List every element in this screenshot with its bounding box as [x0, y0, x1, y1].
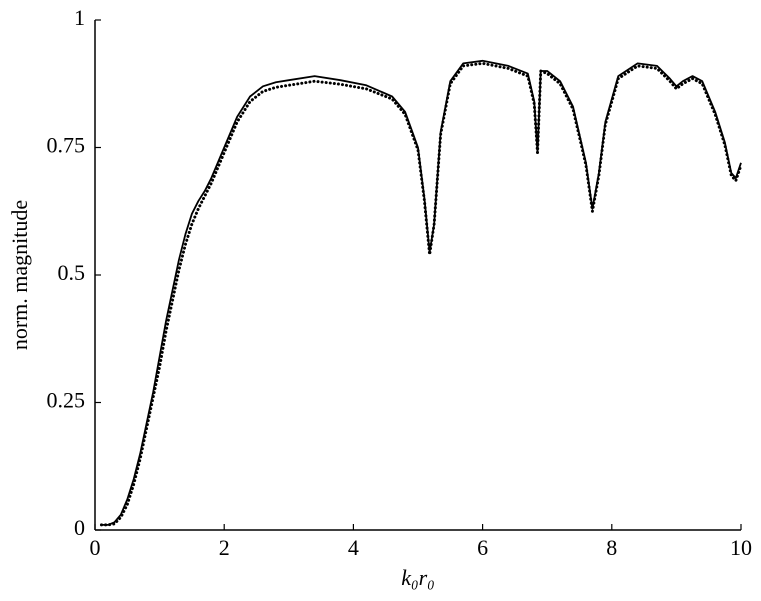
x-tick-label: 0 [90, 535, 101, 560]
x-tick-label: 10 [730, 535, 752, 560]
data-line [101, 59, 742, 526]
y-tick-label: 1 [74, 5, 85, 30]
y-axis-label: norm. magnitude [7, 200, 32, 350]
x-tick-label: 2 [219, 535, 230, 560]
y-tick-label: 0.5 [58, 260, 86, 285]
x-tick-label: 8 [606, 535, 617, 560]
y-tick-label: 0.75 [47, 133, 86, 158]
x-tick-label: 6 [477, 535, 488, 560]
x-tick-label: 4 [348, 535, 359, 560]
y-tick-label: 0.25 [47, 388, 86, 413]
x-axis-label: k₀r₀ [401, 565, 435, 590]
y-tick-label: 0 [74, 515, 85, 540]
data-line [99, 61, 743, 527]
